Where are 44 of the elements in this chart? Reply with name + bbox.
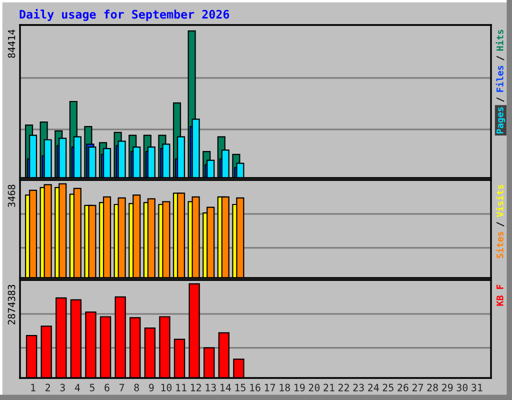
x-tick-label: 27 [412, 384, 424, 392]
x-tick-label: 10 [161, 384, 172, 392]
x-tick-label: 22 [338, 384, 349, 392]
x-tick-label: 21 [324, 384, 334, 392]
x-tick-label: 28 [427, 384, 438, 392]
text: Visits [496, 184, 504, 218]
x-tick-label: 6 [104, 384, 110, 392]
x-tick-label: 11 [176, 384, 186, 392]
text: 3468 [8, 184, 16, 207]
x-tick-label: 4 [74, 384, 80, 392]
x-tick-label: 5 [90, 384, 94, 392]
x-tick-label: 15 [235, 384, 246, 392]
x-tick-label: 13 [206, 384, 216, 392]
text: / [496, 56, 504, 60]
x-tick-label: 17 [264, 384, 276, 392]
x-tick-label: 14 [220, 384, 231, 392]
text: 2874383 [8, 284, 16, 324]
x-tick-label: 9 [149, 384, 154, 392]
text: KB F [496, 284, 504, 306]
x-tick-label: 26 [398, 384, 408, 392]
x-tick-label: 25 [382, 384, 394, 392]
x-tick-label: 1 [31, 384, 36, 392]
x-tick-label: 12 [190, 384, 201, 392]
text: 84414 [8, 30, 16, 58]
chart-title: Daily usage for September 2026 [20, 9, 230, 21]
text: Pages [496, 107, 506, 134]
text: / [496, 97, 504, 102]
x-tick-label: 19 [294, 384, 305, 392]
text: Sites [496, 232, 504, 258]
x-tick-label: 16 [250, 384, 260, 392]
x-tick-label: 30 [456, 384, 468, 392]
x-tick-label: 8 [134, 384, 139, 392]
text: Hits [496, 30, 504, 51]
x-tick-label: 31 [472, 384, 482, 392]
text: Files [496, 66, 504, 92]
x-tick-label: 29 [442, 384, 453, 392]
x-tick-label: 23 [353, 384, 364, 392]
text: / [496, 222, 504, 226]
x-tick-label: 18 [280, 384, 290, 392]
x-tick-label: 24 [368, 384, 379, 392]
x-tick-label: 2 [46, 384, 50, 392]
x-tick-label: 7 [119, 384, 124, 392]
x-tick-label: 3 [60, 384, 65, 392]
x-tick-label: 20 [308, 384, 320, 392]
